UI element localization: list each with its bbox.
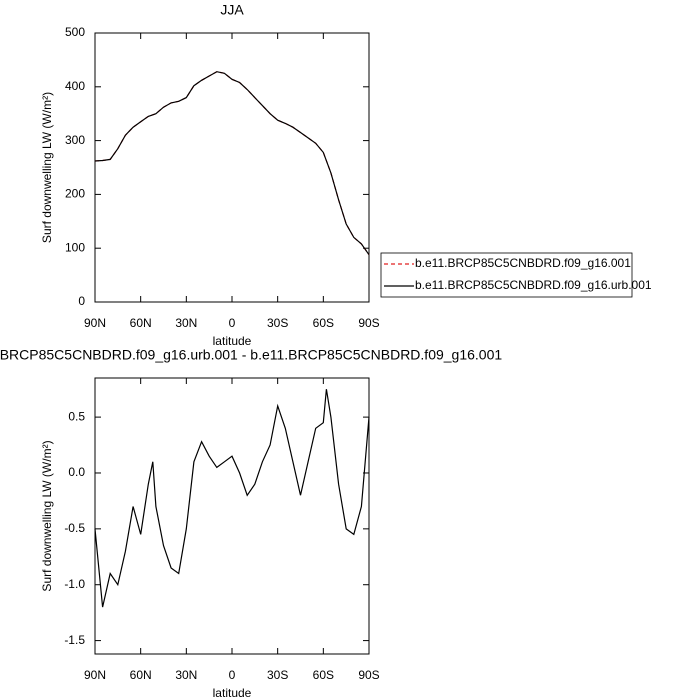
y-tick-label: 0: [78, 294, 85, 308]
y-tick-label: 500: [65, 25, 85, 39]
x-tick-label: 0: [229, 316, 236, 330]
x-tick-label: 90N: [84, 668, 106, 682]
x-tick-label: 30S: [267, 668, 288, 682]
chart-title: b.e11.BRCP85C5CNBDRD.f09_g16.urb.001 - b…: [0, 347, 502, 363]
x-tick-label: 30N: [175, 316, 197, 330]
y-axis-label: Surf downwelling LW (W/m²): [40, 92, 54, 243]
y-tick-label: -1.5: [64, 633, 85, 647]
y-tick-label: 400: [65, 79, 85, 93]
y-tick-label: -1.0: [64, 577, 85, 591]
y-tick-label: 0.5: [68, 409, 85, 423]
x-tick-label: 60S: [313, 316, 334, 330]
chart-title: JJA: [220, 2, 244, 18]
data-line: [94, 71, 370, 256]
y-axis-label: Surf downwelling LW (W/m²): [40, 440, 54, 591]
x-tick-label: 60S: [313, 668, 334, 682]
y-tick-label: -0.5: [64, 521, 85, 535]
y-tick-label: 100: [65, 240, 85, 254]
x-tick-label: 90S: [358, 316, 379, 330]
x-axis-label: latitude: [213, 334, 252, 348]
x-axis-label: latitude: [213, 686, 252, 700]
plot-frame: [94, 32, 370, 303]
legend-label: b.e11.BRCP85C5CNBDRD.f09_g16.urb.001: [415, 278, 652, 292]
legend-label: b.e11.BRCP85C5CNBDRD.f09_g16.001: [415, 256, 631, 270]
y-tick-label: 200: [65, 187, 85, 201]
x-tick-label: 0: [229, 668, 236, 682]
data-line: [94, 389, 370, 608]
legend-box: [380, 252, 633, 298]
x-tick-label: 90S: [358, 668, 379, 682]
x-tick-label: 90N: [84, 316, 106, 330]
x-tick-label: 60N: [130, 316, 152, 330]
y-tick-label: 300: [65, 133, 85, 147]
x-tick-label: 30S: [267, 316, 288, 330]
y-tick-label: 0.0: [68, 465, 85, 479]
x-tick-label: 60N: [130, 668, 152, 682]
x-tick-label: 30N: [175, 668, 197, 682]
